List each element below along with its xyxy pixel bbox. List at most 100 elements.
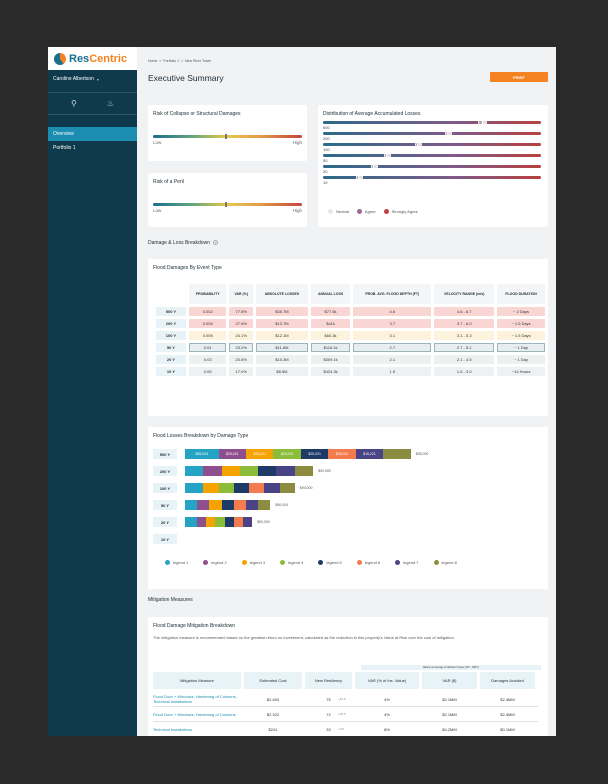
user-menu[interactable]: Caroline Albertson ▾	[48, 72, 137, 86]
chart-bar-segment[interactable]	[185, 500, 198, 510]
chart-bar-segment[interactable]	[185, 466, 204, 476]
sidebar-item-overview[interactable]: Overview	[48, 127, 137, 141]
distribution-bar	[323, 142, 541, 147]
flood-damages-cell: ~14 Hours	[497, 367, 545, 376]
flood-damages-cell: 0.002	[189, 307, 227, 316]
chart-bar-total: $90,000	[318, 469, 331, 473]
legend-strongly-agree-label: Strongly Agree	[391, 209, 418, 214]
chart-bar-segment[interactable]: $25,021	[245, 449, 274, 459]
chart-bar-segment[interactable]	[185, 483, 204, 493]
chart-bar-segment[interactable]	[221, 466, 240, 476]
info-icon[interactable]: ?	[212, 240, 218, 246]
chart-bar-segment[interactable]	[294, 466, 314, 476]
mitigation-header[interactable]: Damages Avoided	[480, 672, 535, 689]
chart-legend-item[interactable]: legend 3	[241, 560, 265, 566]
flood-damages-cell: 0.05	[189, 367, 227, 376]
chart-bar-segment[interactable]	[264, 483, 280, 493]
distribution-row-label: 200	[323, 136, 330, 141]
mitigation-cell-avoided: $2.3MM	[500, 696, 515, 702]
chart-bar-segment[interactable]: $25,021	[273, 449, 301, 459]
chart-bar-segment[interactable]	[197, 517, 207, 527]
chart-bar-segment[interactable]	[224, 517, 234, 527]
chart-legend-item[interactable]: legend 1	[165, 560, 189, 566]
flood-damages-cell: 1.5	[353, 367, 432, 376]
chevron-down-icon: ▾	[96, 76, 99, 82]
print-button[interactable]: PRINT	[490, 72, 548, 82]
flood-damages-table: PROBABILITY VAR (%) ABSOLUTE LOSSES ANNU…	[153, 281, 548, 379]
flood-damages-row: 100 Y 0.005 24.1% $12.1M $60.3k 3.1 3.1 - 5.3 ~…	[156, 331, 545, 340]
chart-legend-label: legend 5	[326, 560, 342, 565]
mitigation-cell-measure[interactable]: Flood Door + Windows, Hardening of Colum…	[153, 711, 236, 717]
chart-bar-segment[interactable]	[258, 466, 277, 476]
chart-bar-segment[interactable]: $35,024	[185, 449, 219, 459]
distribution-neutral-dot	[416, 142, 422, 147]
distribution-bar	[323, 131, 541, 136]
chart-bar-segment[interactable]: $25,021	[328, 449, 356, 459]
mitigation-cell-cost: $2,463	[266, 696, 280, 702]
chart-bar-segment[interactable]	[233, 483, 250, 493]
chart-legend-item[interactable]: legend 2	[203, 560, 227, 566]
flood-damages-cell: $10.3M	[256, 355, 308, 364]
legend-swatch	[433, 560, 439, 566]
chart-bar-segment[interactable]	[209, 500, 222, 510]
chart-bar-segment[interactable]	[233, 517, 243, 527]
flood-damages-cell: 2.1	[353, 355, 432, 364]
sidebar-item-portfolio-1[interactable]: Portfolio 1	[53, 145, 76, 151]
mitigation-cell-res: 33	[326, 726, 331, 732]
search-icon[interactable]: ⚲	[70, 99, 77, 108]
risk-peril-low: Low	[153, 208, 162, 213]
mitigation-header[interactable]: VAR (% of Ins. Value)	[355, 672, 419, 689]
chart-bar-segment[interactable]	[258, 500, 271, 510]
distribution-card: Distribution of Average Accumulated Loss…	[318, 105, 548, 227]
chart-bar-segment[interactable]	[383, 449, 411, 459]
mitigation-header[interactable]: New Resiliency	[305, 672, 352, 689]
chart-bar-segment[interactable]	[203, 483, 219, 493]
mitigation-cell-measure[interactable]: Technical Installations	[153, 726, 192, 732]
chart-bar-segment[interactable]	[197, 500, 210, 510]
breadcrumb-home[interactable]: Home	[148, 59, 158, 63]
mitigation-cell-measure[interactable]: Flood Door + Windows, Hardening of Colum…	[153, 694, 237, 704]
distribution-neutral-dot	[482, 120, 488, 125]
user-name: Caroline Albertson	[53, 76, 94, 82]
header-duration-label: FLOOD DURATION	[505, 292, 537, 296]
chart-legend-label: legend 1	[173, 560, 189, 565]
chart-bar-segment[interactable]: $25,021	[300, 449, 329, 459]
chart-bar-segment[interactable]	[279, 483, 295, 493]
chart-bar-segment[interactable]	[276, 466, 295, 476]
mitigation-card-title: Flood Damage Mitigation Breakdown	[153, 623, 235, 629]
mitigation-header[interactable]: VAR ($)	[422, 672, 477, 689]
chart-bar-segment[interactable]	[218, 483, 234, 493]
chart-bar-segment[interactable]	[203, 466, 222, 476]
distribution-neutral-dot	[373, 164, 379, 169]
chart-bar-segment[interactable]	[242, 517, 253, 527]
distribution-row-label: 50	[323, 158, 328, 163]
risk-collapse-card: Risk of Collapse or Structural Damages L…	[148, 105, 307, 161]
breadcrumb-portfolio[interactable]: Portfolio 1	[163, 59, 180, 63]
mitigation-section-title: Mitigation Measures	[148, 597, 193, 603]
header-absolute-losses-label: ABSOLUTE LOSSES	[264, 292, 300, 296]
chart-bar-segment[interactable]	[249, 483, 265, 493]
chart-legend-item[interactable]: legend 4	[280, 560, 303, 566]
chart-bar-segment[interactable]: $25,021	[218, 449, 246, 459]
flood-damages-row: 20 Y 0.03 20.6% $10.3M $309.1k 2.1 2.1 - 4.5 ~ …	[156, 355, 545, 364]
mitigation-resiliency-delta: +0.5	[338, 727, 344, 731]
chart-legend-item[interactable]: legend 6	[356, 560, 380, 566]
chart-bar-segment[interactable]	[185, 517, 198, 527]
chart-bar-segment[interactable]	[221, 500, 234, 510]
bell-icon[interactable]: ♨	[106, 99, 114, 108]
chart-bar-segment[interactable]	[245, 500, 259, 510]
legend-swatch	[395, 560, 401, 566]
mitigation-header[interactable]: Estimated Cost	[244, 672, 302, 689]
chart-bar-segment[interactable]	[233, 500, 246, 510]
chart-stacked-bar	[185, 500, 271, 510]
chart-legend-item[interactable]: legend 7	[395, 560, 419, 566]
chart-bar-segment[interactable]: $15,221	[355, 449, 384, 459]
chart-bar-segment[interactable]	[215, 517, 225, 527]
chart-legend-item[interactable]: legend 5	[318, 560, 342, 566]
chart-bar-segment[interactable]	[206, 517, 216, 527]
chart-bar-segment[interactable]	[239, 466, 259, 476]
chart-legend-item[interactable]: legend 8	[433, 560, 457, 566]
breadcrumb: Home > Portfolio 1 > New River Tower	[148, 59, 212, 63]
logo[interactable]: ResCentric	[48, 47, 137, 70]
distribution-row-label: 500	[323, 125, 330, 130]
